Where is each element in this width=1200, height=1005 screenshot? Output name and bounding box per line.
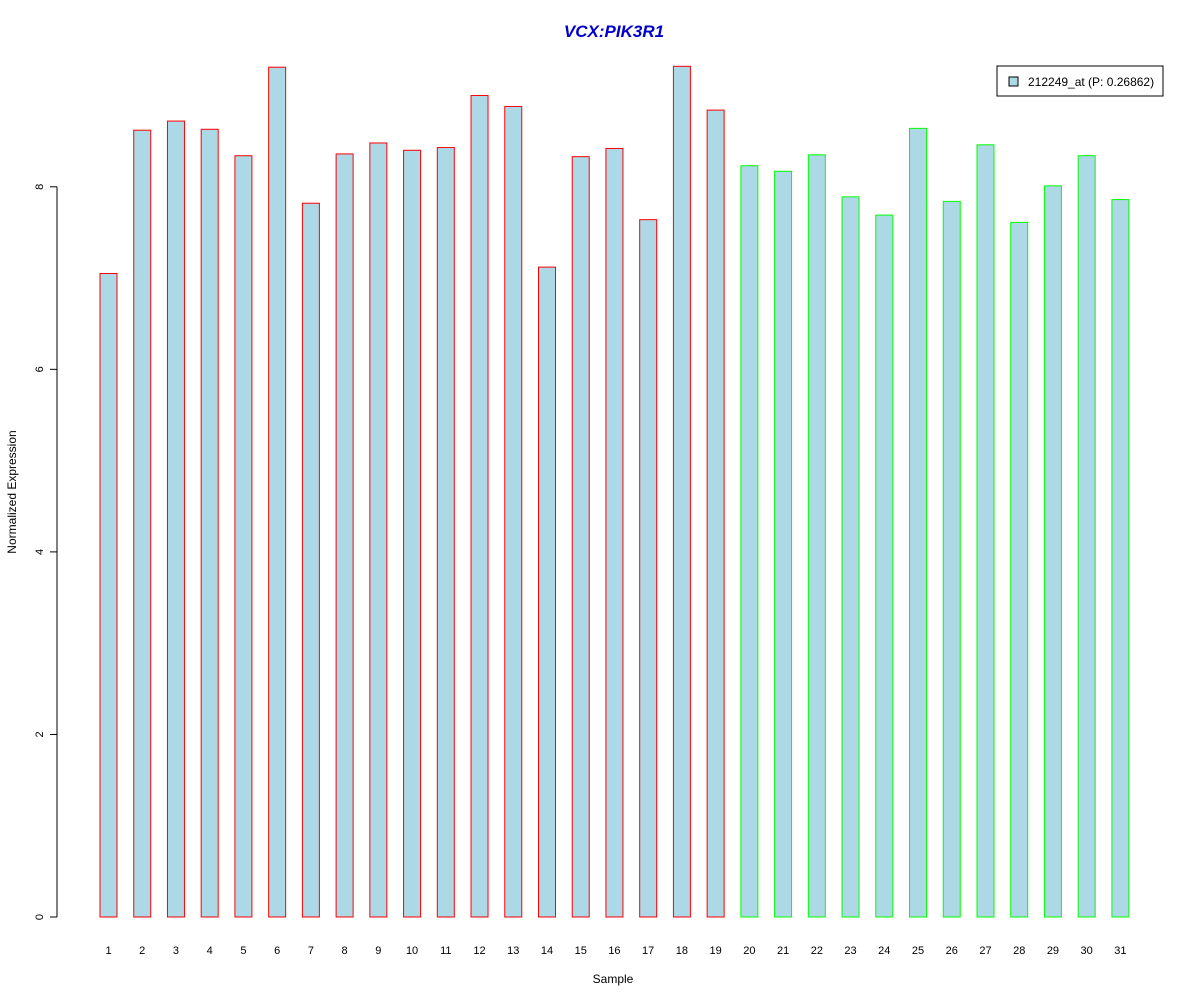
- y-tick-label: 0: [34, 914, 46, 920]
- legend-box: [996, 65, 1164, 97]
- x-tick-label: 22: [811, 945, 823, 957]
- x-axis-label: Sample: [593, 972, 634, 986]
- bar-sample-31: [1111, 199, 1130, 918]
- x-tick-label: 6: [274, 945, 280, 957]
- bar-sample-9: [369, 142, 388, 918]
- y-tick-label: 2: [34, 731, 46, 737]
- bar-sample-21: [774, 170, 793, 918]
- legend-label: 212249_at (P: 0.26862): [1028, 75, 1154, 89]
- bar-sample-22: [807, 154, 826, 918]
- bar-sample-4: [200, 128, 219, 918]
- bar-sample-30: [1077, 155, 1096, 918]
- x-tick-label: 10: [406, 945, 418, 957]
- bar-sample-10: [403, 149, 422, 918]
- x-tick-label: 1: [105, 945, 111, 957]
- x-tick-label: 2: [139, 945, 145, 957]
- x-tick-label: 14: [541, 945, 553, 957]
- bar-sample-5: [234, 155, 253, 918]
- y-tick-label: 4: [34, 549, 46, 555]
- x-tick-label: 24: [878, 945, 890, 957]
- x-tick-label: 28: [1013, 945, 1025, 957]
- bar-sample-12: [470, 95, 489, 918]
- y-tick-label: 8: [34, 184, 46, 190]
- bar-sample-7: [301, 202, 320, 918]
- bar-sample-8: [335, 153, 354, 918]
- bar-sample-27: [976, 144, 995, 918]
- x-tick-label: 29: [1047, 945, 1059, 957]
- bar-sample-3: [166, 120, 185, 918]
- x-tick-label: 4: [207, 945, 213, 957]
- y-axis-label: Normalized Expression: [5, 430, 19, 553]
- x-tick-labels: 1 2 3 4 5 6 7 8 9 10 11 12 13 14 15 16 17 18 19 20 21 22 23 24 2…: [105, 945, 1126, 957]
- bar-sample-6: [268, 66, 287, 918]
- x-tick-label: 9: [375, 945, 381, 957]
- y-axis: 0 2 4 6 8: [34, 184, 58, 920]
- bar-sample-26: [942, 200, 961, 918]
- chart-title: VCX:PIK3R1: [564, 22, 664, 41]
- bar-sample-29: [1043, 185, 1062, 918]
- x-tick-label: 20: [743, 945, 755, 957]
- x-tick-label: 5: [240, 945, 246, 957]
- x-tick-label: 13: [507, 945, 519, 957]
- bar-sample-25: [909, 127, 928, 918]
- x-tick-label: 21: [777, 945, 789, 957]
- x-tick-label: 19: [710, 945, 722, 957]
- bar-sample-1: [99, 273, 118, 918]
- y-tick-label: 6: [34, 366, 46, 372]
- bar-sample-20: [740, 165, 759, 918]
- x-tick-label: 30: [1081, 945, 1093, 957]
- bar-sample-15: [571, 156, 590, 918]
- bar-sample-24: [875, 214, 894, 918]
- x-tick-label: 7: [308, 945, 314, 957]
- bar-sample-16: [605, 147, 624, 918]
- bar-sample-23: [841, 196, 860, 918]
- bar-sample-13: [504, 105, 523, 918]
- x-tick-label: 16: [608, 945, 620, 957]
- bars-group: [99, 65, 1130, 918]
- bar-sample-14: [537, 266, 556, 918]
- x-tick-label: 18: [676, 945, 688, 957]
- bar-sample-11: [436, 147, 455, 918]
- bar-sample-18: [672, 65, 691, 918]
- x-tick-label: 26: [946, 945, 958, 957]
- legend: 212249_at (P: 0.26862): [996, 65, 1164, 97]
- x-tick-label: 11: [440, 945, 451, 957]
- bar-sample-2: [133, 129, 152, 918]
- x-tick-label: 27: [979, 945, 991, 957]
- x-tick-label: 23: [844, 945, 856, 957]
- bar-sample-17: [639, 219, 658, 918]
- x-tick-label: 25: [912, 945, 924, 957]
- x-tick-label: 31: [1114, 945, 1126, 957]
- x-tick-label: 3: [173, 945, 179, 957]
- x-tick-label: 8: [342, 945, 348, 957]
- bar-sample-28: [1010, 221, 1029, 918]
- x-tick-label: 15: [575, 945, 587, 957]
- bar-sample-19: [706, 109, 725, 918]
- x-tick-label: 12: [473, 945, 485, 957]
- legend-swatch: [1008, 76, 1019, 87]
- x-tick-label: 17: [642, 945, 654, 957]
